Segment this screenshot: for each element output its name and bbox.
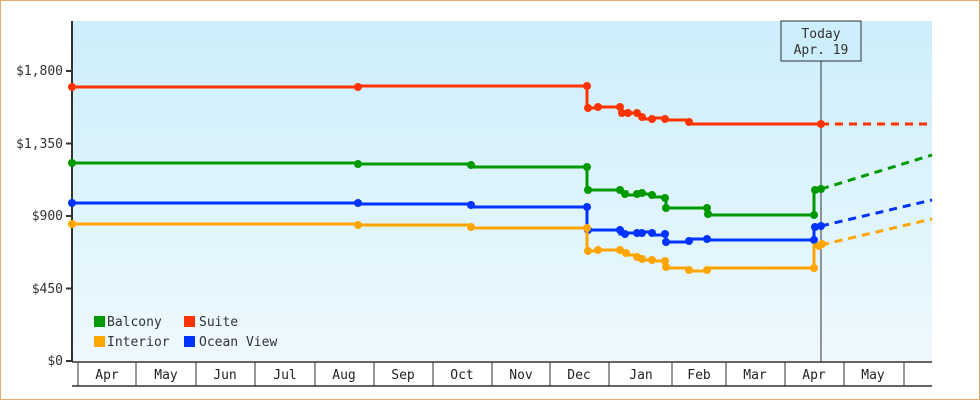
x-tick-label: Apr [802,368,826,383]
y-ticks [66,70,72,362]
x-tick-label: May [154,368,178,383]
plot-area [72,21,932,361]
today-date: Apr. 19 [794,43,849,58]
y-tick-label: $450 [32,282,63,297]
x-tick-label: Nov [509,368,533,383]
x-tick-label: Mar [743,368,767,383]
series-balcony [68,153,933,219]
series-suite [68,82,932,128]
x-tick-label: Oct [450,368,473,383]
legend-swatch-balcony [94,316,105,327]
y-tick-label: $1,800 [16,64,63,79]
x-tick-label: Sep [391,368,415,383]
x-tick-label: Jan [629,368,652,383]
legend: Balcony Suite Interior Ocean View [94,315,277,350]
x-tick-label: Jun [213,368,236,383]
x-tick-label: Feb [687,368,711,383]
x-tick-label: Aug [332,368,355,383]
series-interior [68,217,933,274]
legend-label-ocean-view: Ocean View [199,335,277,350]
y-tick-label: $1,350 [16,137,63,152]
x-tick-label: Apr [95,368,119,383]
legend-swatch-interior [94,336,105,347]
legend-swatch-ocean-view [184,336,195,347]
today-label: Today [801,27,840,42]
legend-label-balcony: Balcony [107,315,162,330]
x-tick-label: Dec [567,368,590,383]
y-tick-label: $0 [47,354,63,369]
x-tick-label: May [861,368,885,383]
x-tick-label: Jul [273,368,296,383]
series-ocean-view [68,198,933,246]
x-axis [72,361,932,387]
y-tick-label: $900 [32,209,63,224]
legend-swatch-suite [184,316,195,327]
legend-label-interior: Interior [107,335,170,350]
legend-label-suite: Suite [199,315,238,330]
today-box [780,20,862,62]
